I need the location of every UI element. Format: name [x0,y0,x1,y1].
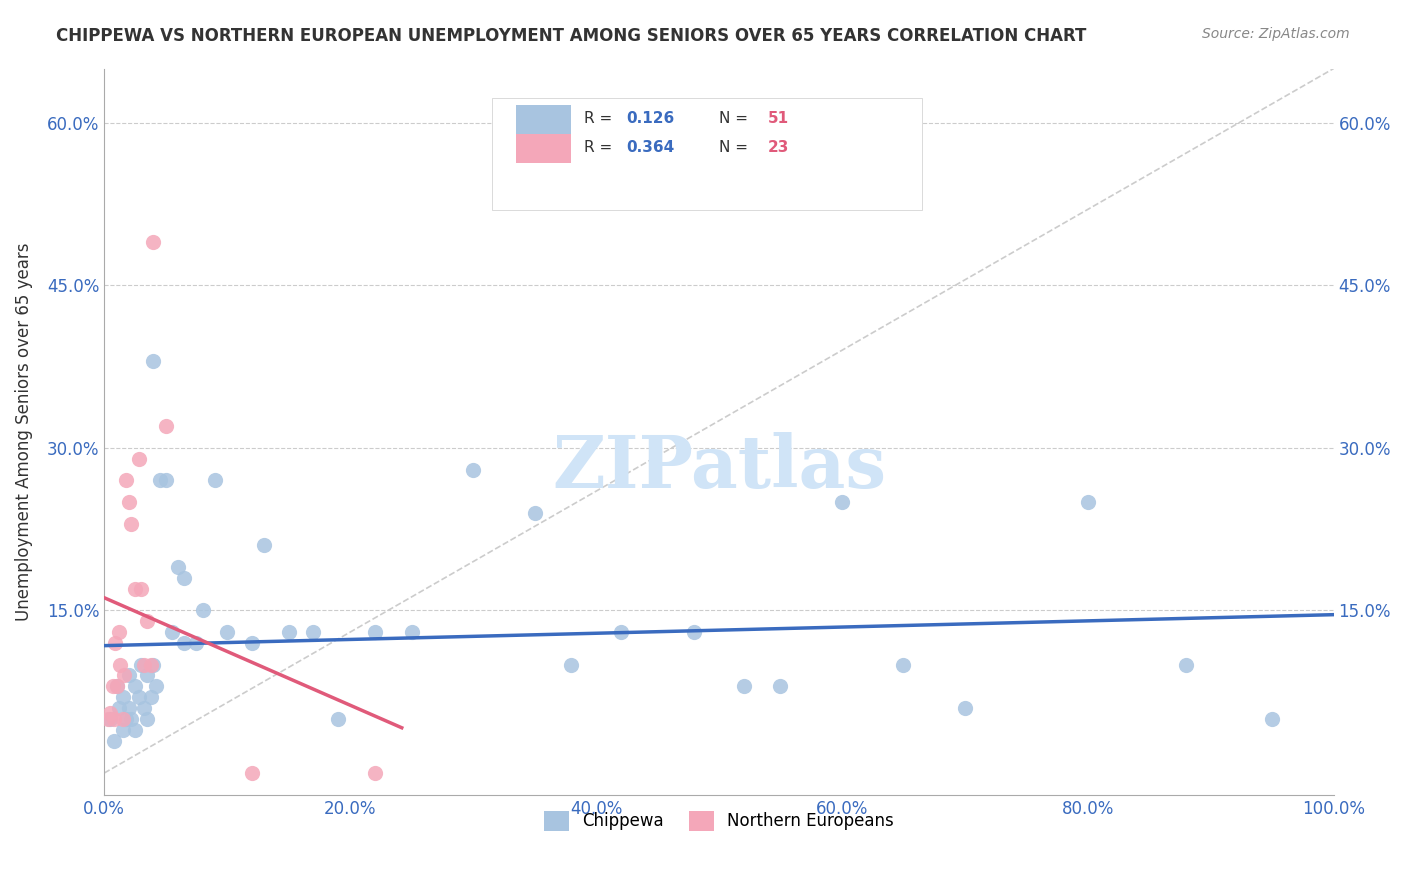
Point [139,657,162,672]
Point [132,657,155,672]
Point [1077,495,1099,509]
Y-axis label: Unemployment Among Seniors over 65 years: Unemployment Among Seniors over 65 years [15,243,32,621]
Point [831,495,853,509]
Point [112,668,135,682]
Point [132,701,155,715]
Text: R =: R = [583,112,617,126]
Point [148,474,170,488]
Point [128,451,150,466]
Point [136,615,159,629]
Point [186,636,208,650]
Point [733,679,755,693]
Point [108,625,131,640]
Point [129,657,152,672]
Point [129,582,152,596]
Point [204,474,226,488]
Point [142,657,165,672]
Point [104,636,127,650]
Point [103,712,125,726]
Point [103,733,125,747]
Point [1175,657,1198,672]
FancyBboxPatch shape [516,105,571,134]
Point [120,712,142,726]
Point [160,625,183,640]
Point [173,571,195,585]
Point [118,701,141,715]
Text: 23: 23 [768,140,790,155]
Point [364,766,387,780]
Text: 51: 51 [768,112,789,126]
Point [769,679,792,693]
FancyBboxPatch shape [516,134,571,163]
Point [101,679,124,693]
Point [124,582,146,596]
Point [217,625,239,640]
Text: N =: N = [718,140,752,155]
Point [560,657,582,672]
Point [111,690,134,705]
Point [97,712,120,726]
Point [111,712,134,726]
Point [523,506,546,520]
Point [108,701,131,715]
FancyBboxPatch shape [492,97,922,211]
Point [105,679,128,693]
Text: R =: R = [583,140,617,155]
Text: N =: N = [718,112,752,126]
Point [401,625,423,640]
Point [118,495,141,509]
Point [145,679,167,693]
Point [683,625,706,640]
Point [142,235,165,249]
Point [891,657,914,672]
Point [136,712,159,726]
Point [326,712,349,726]
Point [240,636,263,650]
Point [155,419,177,434]
Point [100,706,122,721]
Point [105,679,128,693]
Point [240,766,263,780]
Point [302,625,325,640]
Point [142,354,165,368]
Point [100,712,122,726]
Point [110,657,132,672]
Point [167,560,190,574]
Point [136,668,159,682]
Point [120,516,142,531]
Point [953,701,976,715]
Text: ZIPatlas: ZIPatlas [553,433,886,503]
Point [461,462,484,476]
Point [124,723,146,737]
Point [124,679,146,693]
Point [111,723,134,737]
Text: CHIPPEWA VS NORTHERN EUROPEAN UNEMPLOYMENT AMONG SENIORS OVER 65 YEARS CORRELATI: CHIPPEWA VS NORTHERN EUROPEAN UNEMPLOYME… [56,27,1087,45]
Text: 0.364: 0.364 [627,140,675,155]
Point [155,474,177,488]
Point [128,690,150,705]
Point [191,603,214,617]
Point [139,690,162,705]
Point [173,636,195,650]
Point [1261,712,1284,726]
Point [115,712,138,726]
Point [609,625,631,640]
Point [253,538,276,552]
Text: 0.126: 0.126 [627,112,675,126]
Point [277,625,299,640]
Point [118,668,141,682]
Point [364,625,387,640]
Text: Source: ZipAtlas.com: Source: ZipAtlas.com [1202,27,1350,41]
Point [115,474,138,488]
Legend: Chippewa, Northern Europeans: Chippewa, Northern Europeans [530,797,907,845]
